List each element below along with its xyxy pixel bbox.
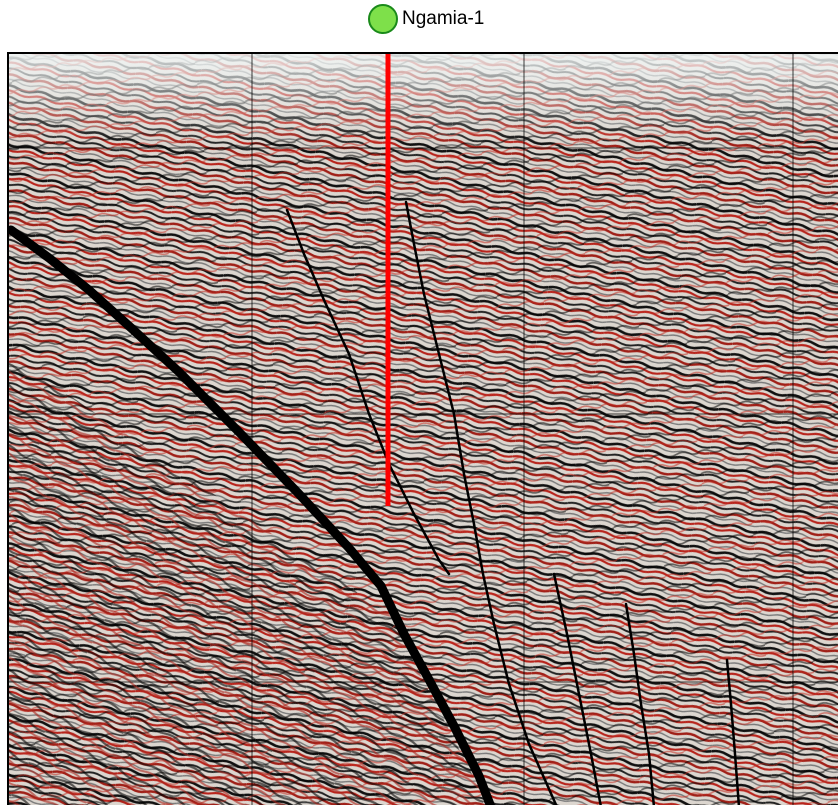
seismic-canvas <box>9 54 838 805</box>
fault-2 <box>404 200 558 805</box>
fault-lines <box>9 200 741 805</box>
seismic-section <box>7 52 838 805</box>
well-name-label: Ngamia-1 <box>402 8 485 29</box>
grid-lines <box>9 54 838 805</box>
well-marker-icon[interactable] <box>368 4 398 34</box>
fault-4 <box>624 602 656 805</box>
fault-5 <box>725 658 741 805</box>
fault-1 <box>285 208 451 576</box>
fault-3 <box>552 572 602 805</box>
master-fault <box>9 225 496 805</box>
well-header: Ngamia-1 <box>0 0 838 50</box>
